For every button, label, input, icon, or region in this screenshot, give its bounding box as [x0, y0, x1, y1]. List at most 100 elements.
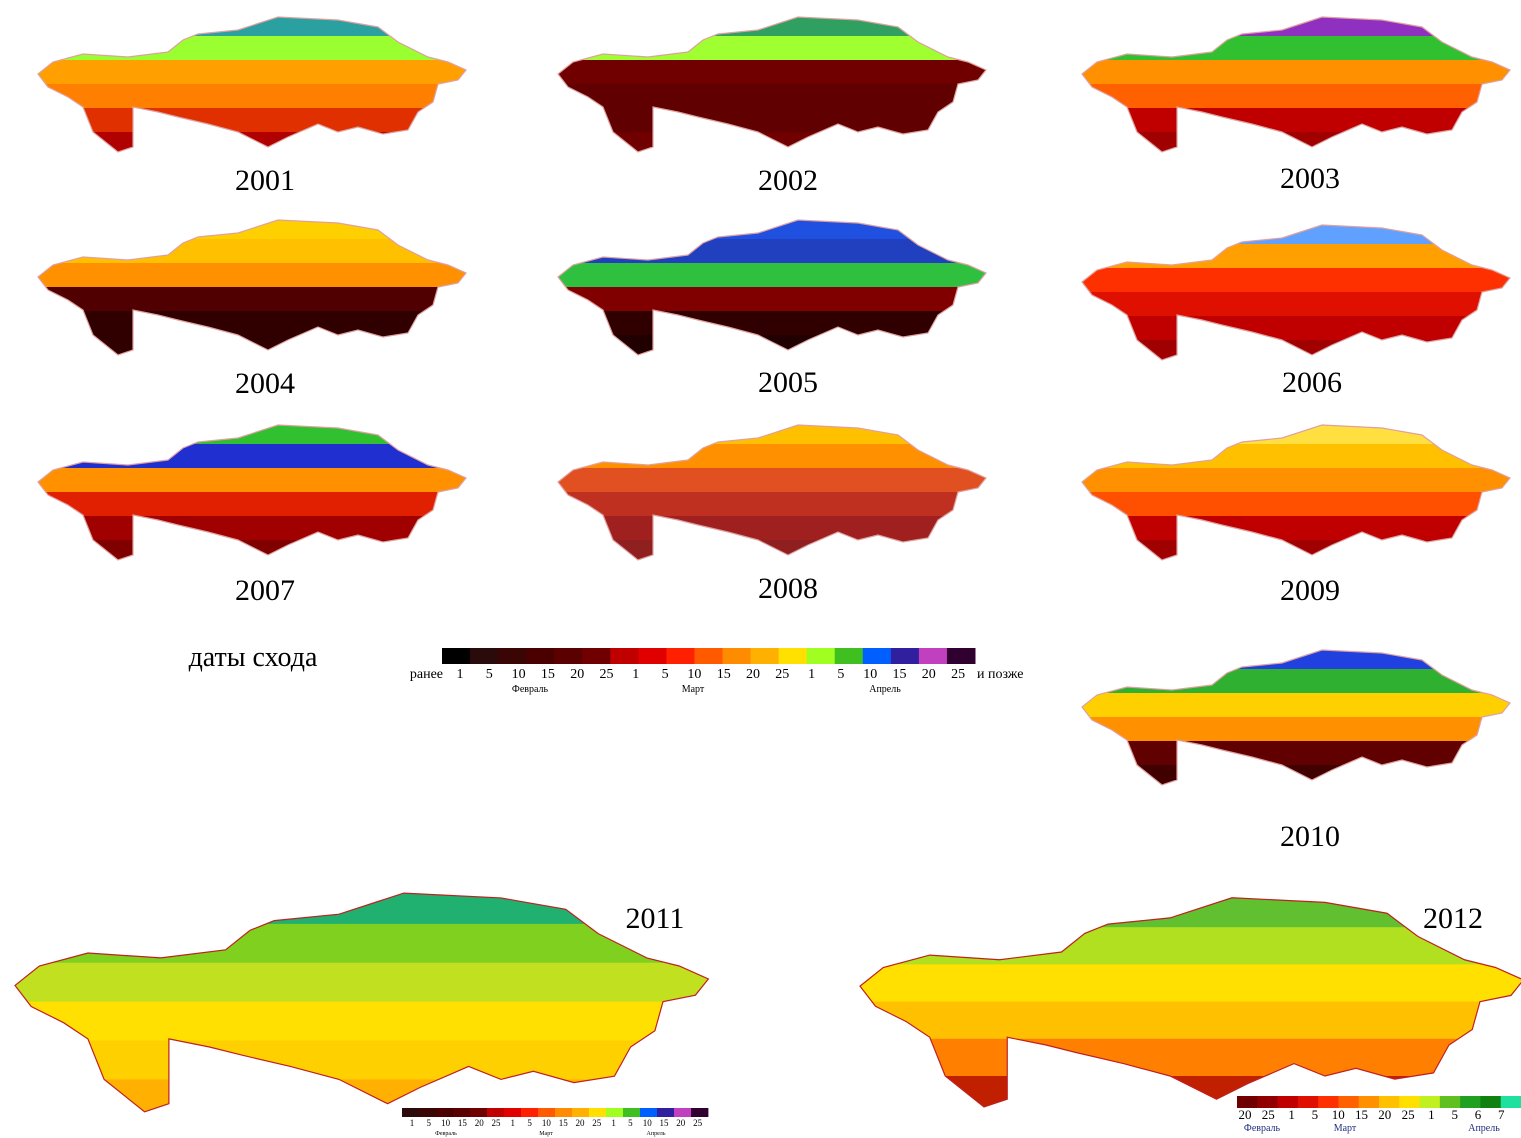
legend-swatch [470, 648, 499, 664]
legend-tick: 15 [559, 1118, 569, 1128]
legend-tick: 20 [576, 1118, 586, 1128]
map [38, 12, 468, 157]
year-label: 2005 [758, 366, 818, 399]
legend-tick: 10 [643, 1118, 653, 1128]
map-zone [558, 239, 988, 264]
map-zone [1082, 492, 1512, 517]
legend-tick: 10 [863, 667, 877, 682]
legend-tick: 1 [511, 1118, 516, 1128]
legend-swatch [487, 1108, 504, 1117]
year-label: 2003 [1280, 162, 1340, 195]
legend-tick: 15 [541, 667, 555, 682]
legend-tick: 10 [687, 667, 701, 682]
legend-tick: 5 [628, 1118, 633, 1128]
legend-tick: 5 [1451, 1107, 1458, 1122]
legend-tick: 20 [922, 667, 936, 682]
legend-swatch [640, 1108, 657, 1117]
legend-swatch [891, 648, 920, 664]
legend-tick: 5 [427, 1118, 432, 1128]
legend-tick: 15 [660, 1118, 670, 1128]
map-zone [38, 60, 468, 85]
legend-swatch [554, 648, 583, 664]
legend-month: Март [1334, 1123, 1357, 1134]
legend-swatch [504, 1108, 521, 1117]
legend-swatch [751, 648, 780, 664]
map-zone [860, 890, 1521, 929]
legend-title: даты схода [189, 642, 318, 673]
year-label: 2002 [758, 164, 818, 197]
map-zone [1082, 444, 1512, 469]
map [1082, 420, 1512, 565]
legend-swatch [691, 1108, 708, 1117]
map-fill [15, 885, 712, 1120]
year-label: 2001 [235, 164, 295, 197]
year-label: 2004 [235, 367, 295, 400]
legend-tick: 20 [746, 667, 760, 682]
map-zone [558, 84, 988, 109]
map [15, 885, 712, 1120]
map-zone [860, 964, 1521, 1003]
legend-swatch [779, 648, 808, 664]
legend-month: Март [682, 684, 705, 695]
map-zone [38, 287, 468, 312]
map-zone [860, 1076, 1521, 1115]
map-zone [38, 36, 468, 61]
legend-tick: 10 [542, 1118, 552, 1128]
map-zone [1082, 669, 1512, 694]
map [558, 215, 988, 360]
legend-tick: 6 [1475, 1107, 1482, 1122]
map-fill [1082, 220, 1512, 365]
legend-month: Февраль [1244, 1123, 1281, 1134]
map [1082, 220, 1512, 365]
legend-swatch [674, 1108, 691, 1117]
legend-tick: 1 [457, 667, 464, 682]
legend-tick: 20 [570, 667, 584, 682]
legend-swatch [419, 1108, 436, 1117]
map-zone [558, 540, 988, 565]
map-zone [558, 492, 988, 517]
legend-swatch [947, 648, 976, 664]
map-zone [1082, 693, 1512, 718]
map-zone [1082, 741, 1512, 766]
map-zone [558, 444, 988, 469]
legend-before: ранее [410, 667, 443, 682]
legend-tick: 20 [475, 1118, 485, 1128]
legend-month: Март [539, 1131, 553, 1137]
legend-tick: 5 [662, 667, 669, 682]
map-zone [558, 516, 988, 541]
map-zone [15, 1041, 712, 1082]
map-fill [860, 890, 1521, 1115]
map-zone [1082, 36, 1512, 61]
legend-month: Февраль [435, 1131, 457, 1137]
map [38, 420, 468, 565]
map-zone [38, 132, 468, 157]
legend-tick: 20 [1239, 1107, 1252, 1122]
map-zone [558, 132, 988, 157]
legend-tick: 5 [527, 1118, 532, 1128]
map-zone [38, 540, 468, 565]
map-zone [1082, 316, 1512, 341]
map-zone [860, 1002, 1521, 1041]
legend-swatch [582, 648, 611, 664]
legend-swatch [572, 1108, 589, 1117]
legend-tick: 1 [410, 1118, 415, 1128]
map-zone [558, 311, 988, 336]
legend-swatch [555, 1108, 572, 1117]
map-zone [38, 516, 468, 541]
legend-swatch [526, 648, 555, 664]
map-zone [1082, 244, 1512, 269]
legend-swatch [470, 1108, 487, 1117]
map-zone [15, 885, 712, 926]
legend-swatch [442, 648, 471, 664]
legend-tick: 25 [693, 1118, 703, 1128]
legend-tick: 25 [592, 1118, 602, 1128]
legend-tick: 15 [717, 667, 731, 682]
year-label: 2010 [1280, 820, 1340, 853]
map-zone [1082, 340, 1512, 365]
map-zone [558, 60, 988, 85]
map-fill [1082, 645, 1512, 790]
legend-tick: 7 [1498, 1107, 1505, 1122]
legend-tick: 25 [775, 667, 789, 682]
legend-swatch [919, 648, 948, 664]
